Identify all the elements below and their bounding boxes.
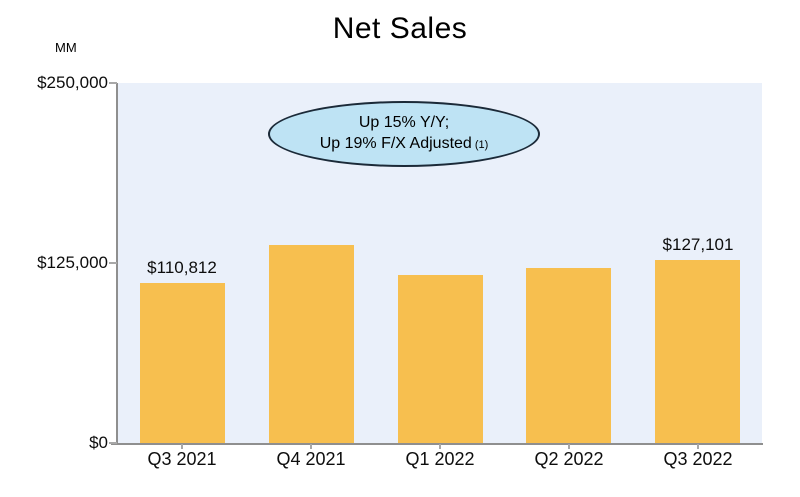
bar-q3-2021 [140, 283, 225, 443]
value-label-q3-2022: $127,101 [662, 235, 734, 254]
bar-q2-2022 [526, 268, 611, 443]
x-label-q2-2022: Q2 2022 [534, 449, 604, 469]
callout-line2: Up 19% F/X Adjusted (1) [320, 133, 489, 156]
x-tick-q3-2022 [697, 444, 699, 449]
bar-q1-2022 [398, 275, 483, 443]
callout-ellipse: Up 15% Y/Y; Up 19% F/X Adjusted (1) [268, 101, 540, 167]
value-label-q3-2021: $110,812 [147, 258, 217, 277]
y-axis-line [116, 83, 118, 444]
x-tick-q2-2022 [568, 444, 570, 449]
y-tick-label--0: $0 [89, 433, 108, 452]
x-label-q4-2021: Q4 2021 [276, 449, 346, 469]
y-tick-mark--125-000 [109, 262, 117, 264]
x-label-q3-2021: Q3 2021 [147, 449, 217, 469]
y-tick-label--250-000: $250,000 [37, 73, 108, 92]
y-axis-unit-label: MM [55, 40, 77, 55]
footnote-marker: (1) [474, 139, 489, 151]
y-tick-label--125-000: $125,000 [37, 253, 108, 272]
chart-title: Net Sales [332, 12, 468, 45]
callout-line2-text: Up 19% F/X Adjusted [319, 135, 472, 152]
bar-q4-2021 [269, 245, 354, 443]
x-tick-q1-2022 [439, 444, 441, 449]
x-label-q3-2022: Q3 2022 [663, 449, 733, 469]
x-axis-line [111, 443, 763, 445]
callout-line1: Up 15% Y/Y; [358, 114, 450, 131]
y-tick-mark--0 [109, 442, 117, 444]
x-tick-q4-2021 [310, 444, 312, 449]
x-label-q1-2022: Q1 2022 [405, 449, 475, 469]
y-tick-mark--250-000 [109, 82, 117, 84]
x-tick-q3-2021 [181, 444, 183, 449]
bar-q3-2022 [655, 260, 740, 443]
